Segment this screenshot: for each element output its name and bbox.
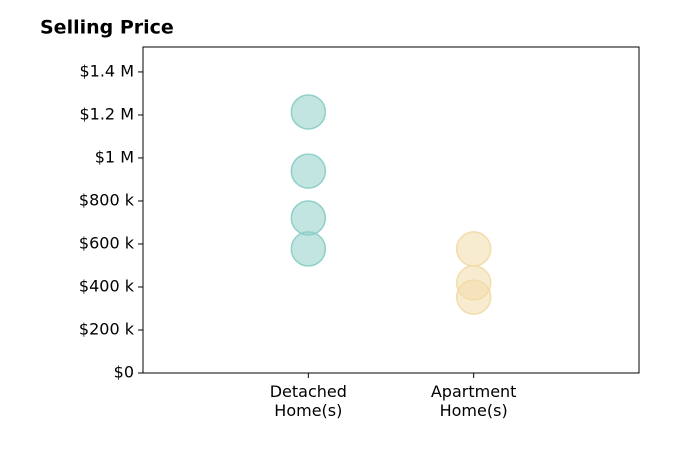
y-tick-label: $1 M <box>95 147 134 166</box>
point <box>290 231 327 267</box>
point <box>290 153 327 189</box>
chart-title: Selling Price <box>40 17 174 39</box>
point <box>455 279 492 315</box>
point <box>290 200 327 236</box>
x-tick-label: Apartment Home(s) <box>430 382 517 420</box>
point <box>455 231 492 267</box>
y-tick-label: $600 k <box>79 233 135 252</box>
x-tick-label: Detached Home(s) <box>269 382 347 420</box>
plot-frame <box>142 46 640 374</box>
y-tick-label: $800 k <box>79 190 135 209</box>
y-tick-label: $400 k <box>79 276 135 295</box>
y-tick-label: $1.4 M <box>79 61 134 80</box>
y-tick-label: $0 <box>114 363 134 382</box>
y-tick-label: $1.2 M <box>79 104 134 123</box>
point <box>290 94 327 130</box>
y-tick-label: $200 k <box>79 319 135 338</box>
